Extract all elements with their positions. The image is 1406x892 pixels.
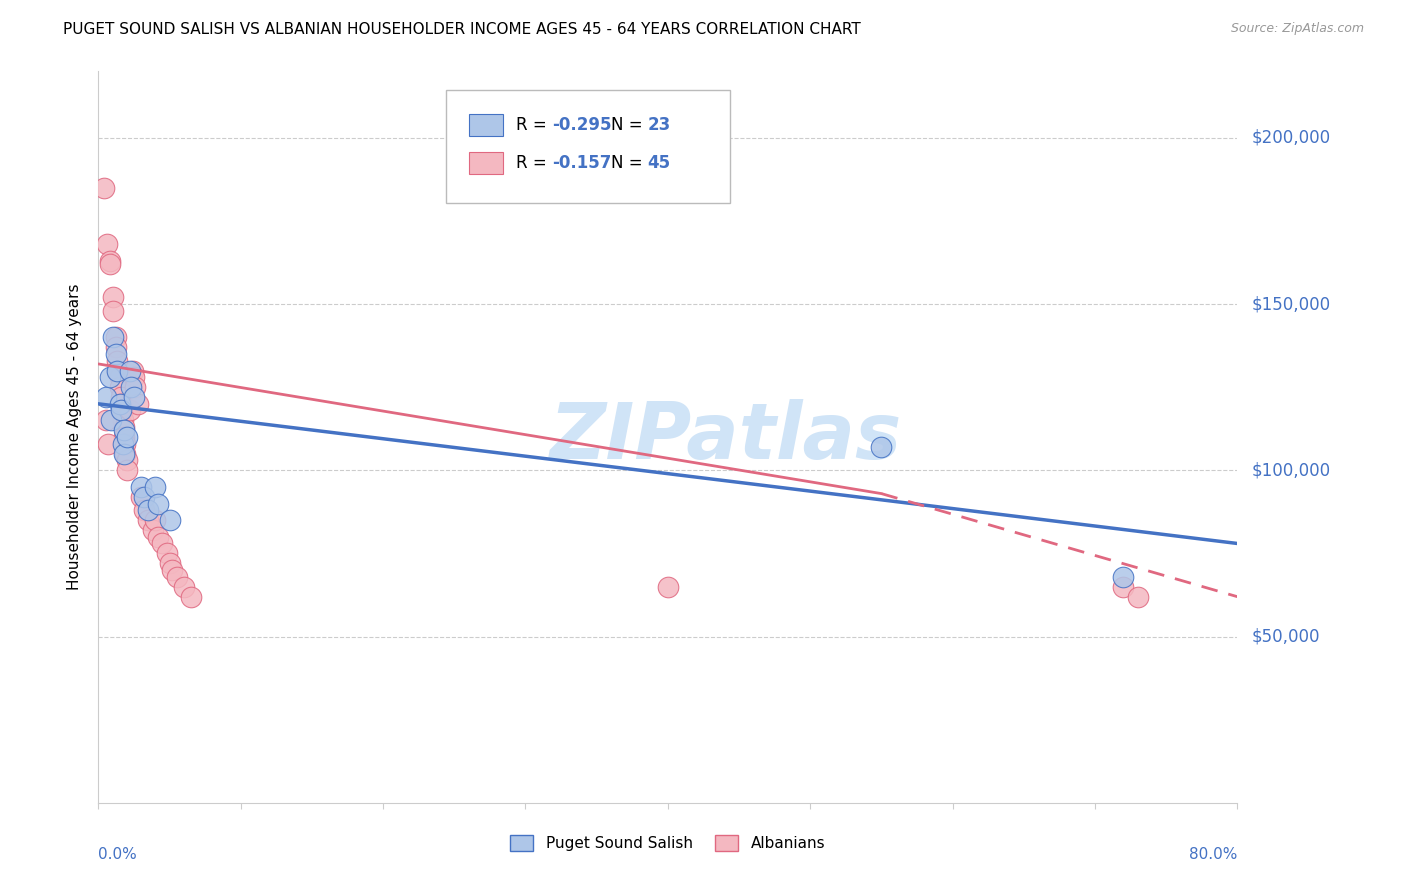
Point <box>100 413 122 427</box>
Text: 0.0%: 0.0% <box>98 847 138 862</box>
Point <box>162 563 184 577</box>
Point <box>115 430 138 444</box>
Point <box>136 513 159 527</box>
Point <box>141 523 163 537</box>
Point <box>1126 590 1149 604</box>
FancyBboxPatch shape <box>468 114 503 136</box>
Text: R =: R = <box>516 116 553 134</box>
Text: ZIPatlas: ZIPatlas <box>548 399 901 475</box>
Point <box>115 463 138 477</box>
Point <box>120 380 142 394</box>
Point <box>127 397 149 411</box>
Point <box>136 503 159 517</box>
Point <box>94 390 117 404</box>
Point <box>110 390 132 404</box>
Point <box>148 497 170 511</box>
Point <box>159 557 181 571</box>
Text: Source: ZipAtlas.com: Source: ZipAtlas.com <box>1230 22 1364 36</box>
Point <box>115 453 138 467</box>
Point <box>111 403 134 417</box>
Point <box>101 290 124 304</box>
Point <box>108 397 131 411</box>
Point <box>1112 580 1135 594</box>
Point <box>112 424 135 438</box>
Point <box>156 546 179 560</box>
Text: N =: N = <box>612 153 648 172</box>
Text: N =: N = <box>612 116 648 134</box>
Point <box>145 480 167 494</box>
Legend: Puget Sound Salish, Albanians: Puget Sound Salish, Albanians <box>505 830 831 857</box>
Text: $200,000: $200,000 <box>1251 128 1330 147</box>
Point <box>132 490 155 504</box>
Point <box>104 347 127 361</box>
Point <box>104 330 127 344</box>
Text: -0.157: -0.157 <box>551 153 612 172</box>
Point <box>98 257 121 271</box>
Point <box>129 490 152 504</box>
Point <box>121 363 143 377</box>
Point <box>1112 570 1135 584</box>
Point <box>124 380 146 394</box>
Point <box>112 420 135 434</box>
Point <box>93 180 115 194</box>
Point <box>180 590 202 604</box>
Point <box>118 363 141 377</box>
Point <box>105 353 128 368</box>
Point <box>111 436 134 450</box>
Point <box>112 430 135 444</box>
Point <box>97 436 120 450</box>
Text: PUGET SOUND SALISH VS ALBANIAN HOUSEHOLDER INCOME AGES 45 - 64 YEARS CORRELATION: PUGET SOUND SALISH VS ALBANIAN HOUSEHOLD… <box>63 22 860 37</box>
Point <box>108 370 131 384</box>
Text: 45: 45 <box>647 153 671 172</box>
Point <box>132 503 155 517</box>
Point <box>101 303 124 318</box>
Point <box>870 440 893 454</box>
Point <box>112 447 135 461</box>
Point <box>114 436 136 450</box>
Point <box>98 370 121 384</box>
Point <box>114 447 136 461</box>
FancyBboxPatch shape <box>446 90 731 203</box>
Point <box>94 413 117 427</box>
Point <box>145 513 167 527</box>
Text: -0.295: -0.295 <box>551 116 612 134</box>
Point <box>105 363 128 377</box>
Point <box>108 380 131 394</box>
Point <box>657 580 679 594</box>
FancyBboxPatch shape <box>468 152 503 174</box>
Point <box>129 480 152 494</box>
Point <box>98 253 121 268</box>
Point <box>148 530 170 544</box>
Point <box>101 330 124 344</box>
Text: 23: 23 <box>647 116 671 134</box>
Text: $100,000: $100,000 <box>1251 461 1330 479</box>
Y-axis label: Householder Income Ages 45 - 64 years: Householder Income Ages 45 - 64 years <box>67 284 83 591</box>
Text: $150,000: $150,000 <box>1251 295 1330 313</box>
Text: 80.0%: 80.0% <box>1189 847 1237 862</box>
Point <box>105 363 128 377</box>
Text: R =: R = <box>516 153 553 172</box>
Point <box>111 413 134 427</box>
Point <box>110 403 132 417</box>
Point <box>152 536 174 550</box>
Point <box>166 570 188 584</box>
Point <box>122 390 145 404</box>
Point <box>96 237 118 252</box>
Text: $50,000: $50,000 <box>1251 628 1320 646</box>
Point <box>159 513 181 527</box>
Point <box>110 397 132 411</box>
Point <box>122 370 145 384</box>
Point <box>104 340 127 354</box>
Point <box>118 403 141 417</box>
Point <box>173 580 195 594</box>
